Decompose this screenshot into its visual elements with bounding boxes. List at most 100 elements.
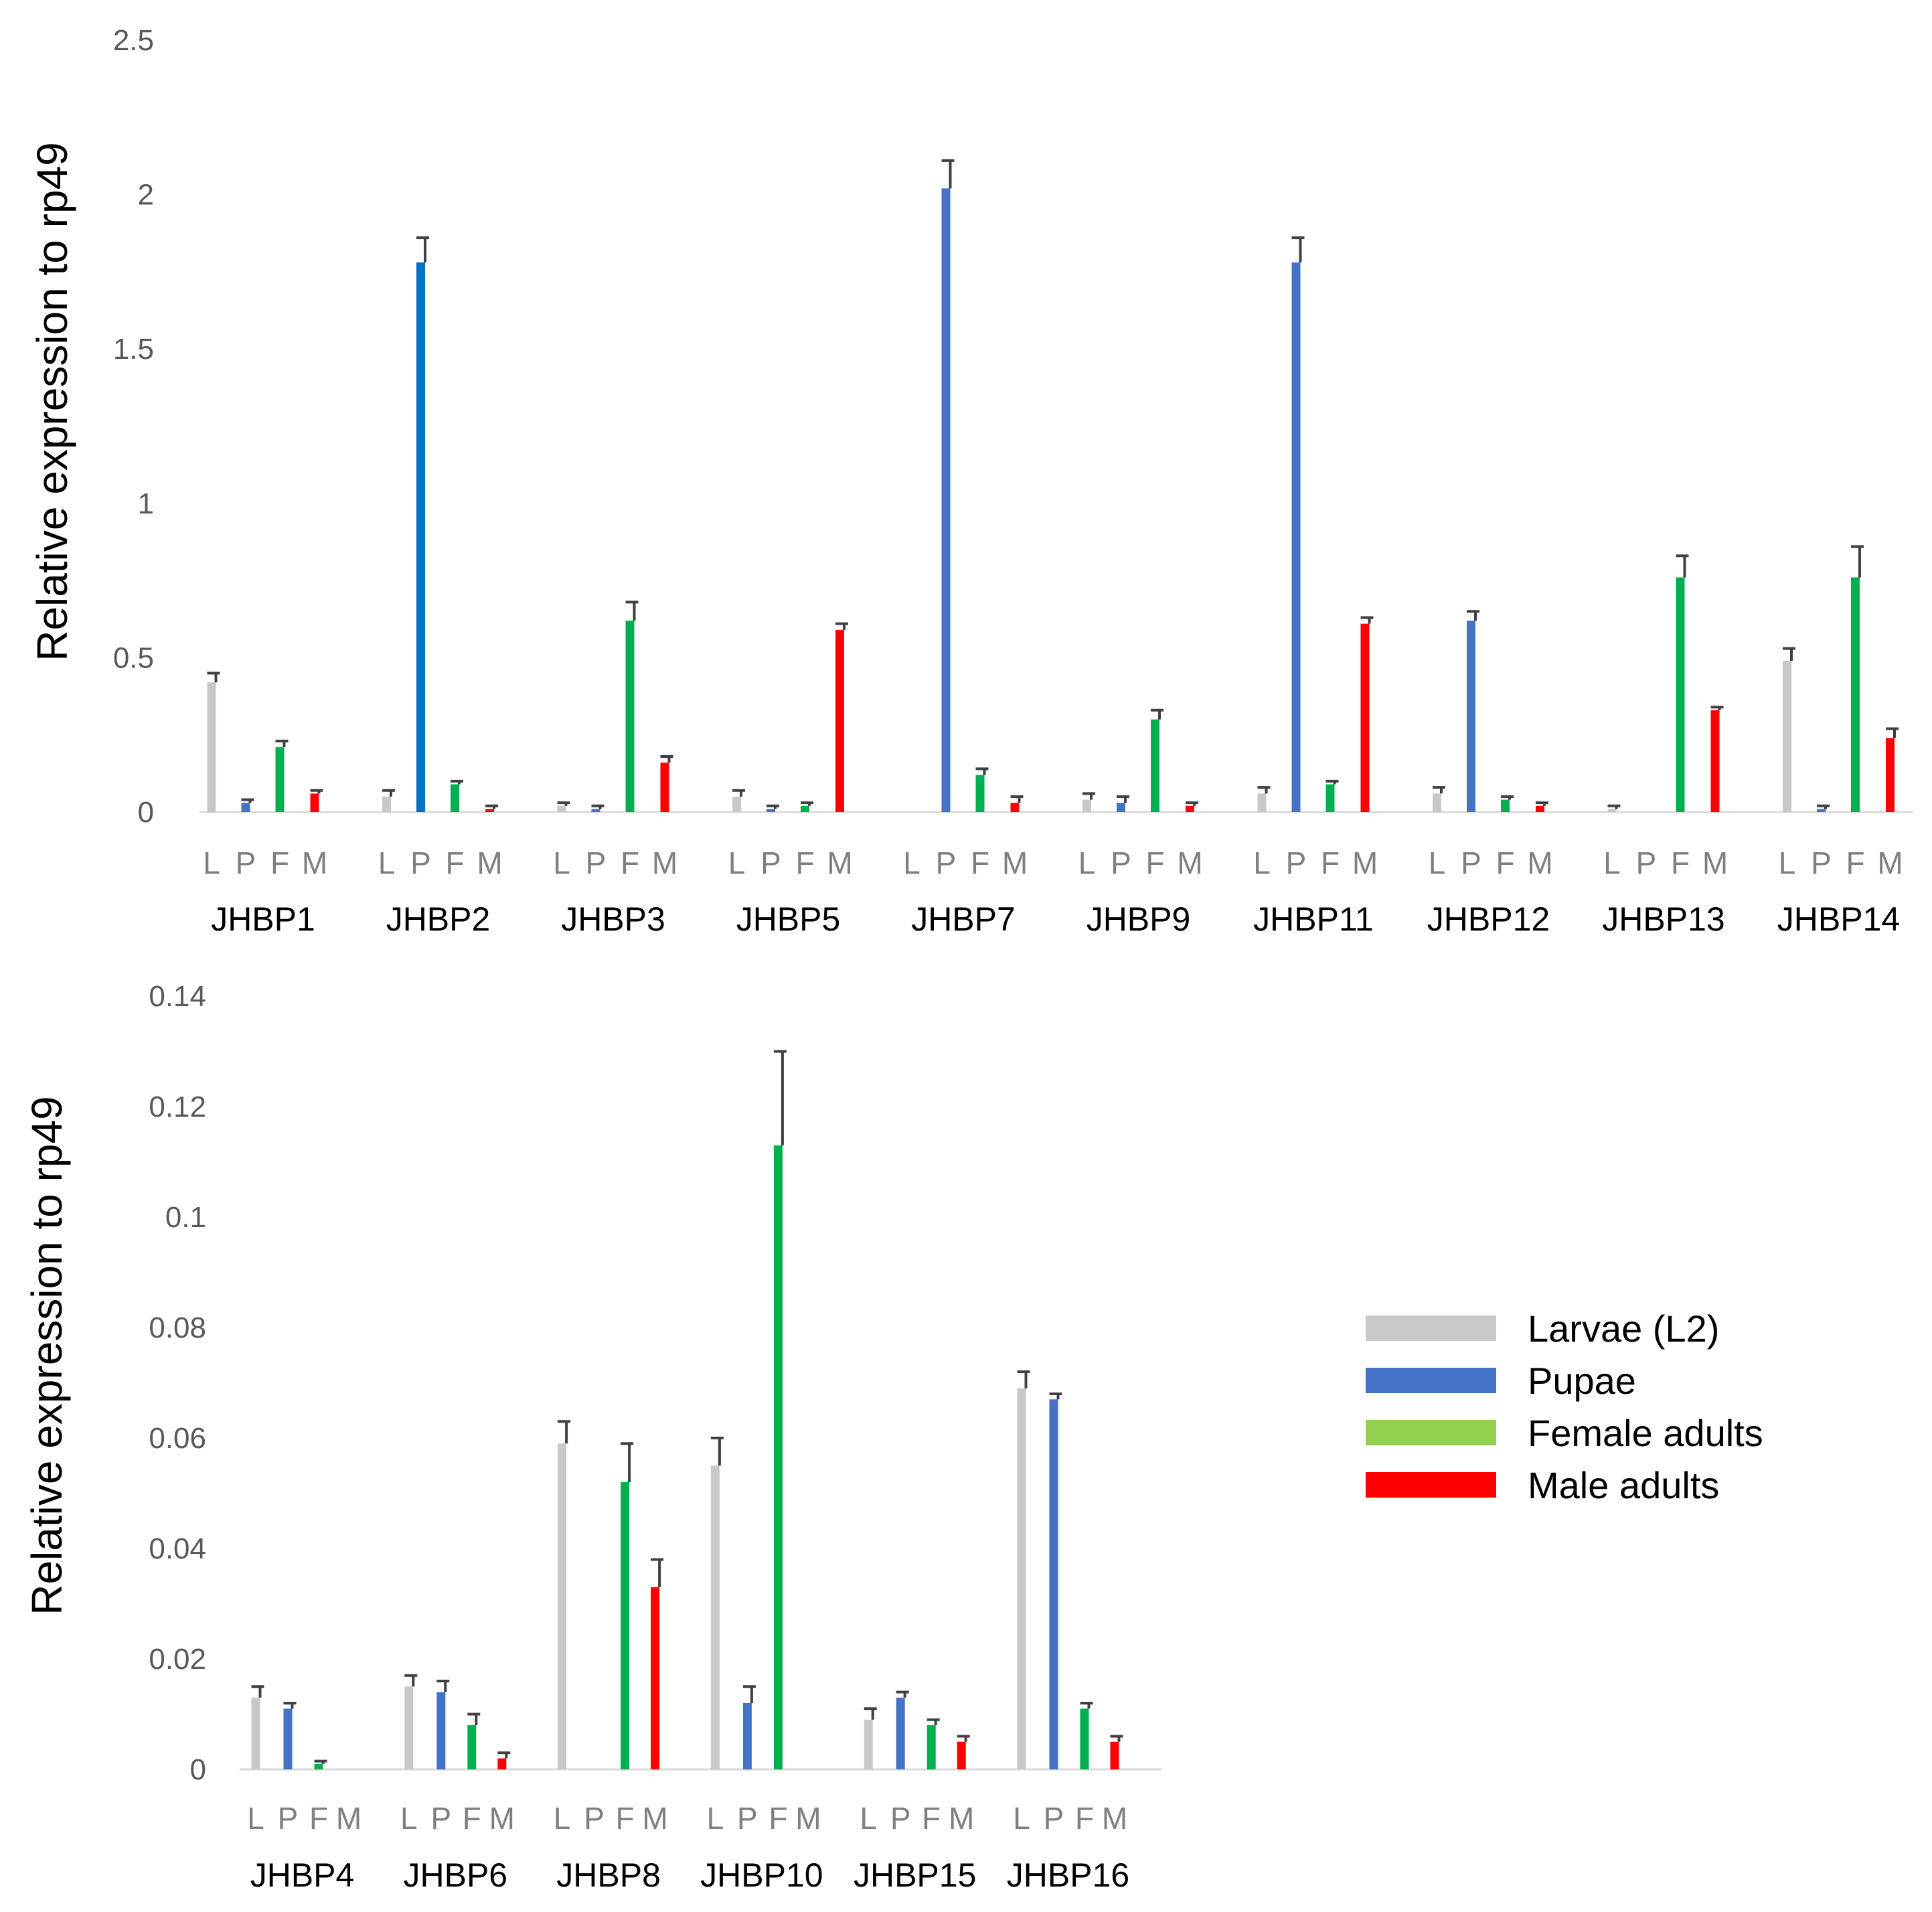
chart-top-bar-female <box>1151 719 1159 812</box>
chart-bottom-sub-label: P <box>1044 1801 1064 1836</box>
chart-top-sub-label: L <box>1253 846 1271 880</box>
chart-top-y-axis-title: Relative expression to rp49 <box>28 142 76 661</box>
chart-top-bar-female <box>1501 799 1510 812</box>
chart-top-sub-label: F <box>1321 846 1340 880</box>
chart-bottom-sub-label: F <box>769 1801 787 1836</box>
chart-bottom-sub-label: P <box>737 1801 758 1836</box>
chart-bottom-y-tick-label: 0.02 <box>149 1643 206 1676</box>
chart-bottom-sub-label: M <box>949 1801 974 1836</box>
chart-top-sub-label: L <box>1603 846 1621 880</box>
chart-top-bar-larvae <box>1783 661 1791 812</box>
chart-top-bar-larvae <box>1257 793 1267 812</box>
chart-top-sub-label: F <box>971 846 989 880</box>
chart-bottom-category-label: JHBP10 <box>700 1856 823 1894</box>
chart-bottom-bar-pupae <box>742 1703 752 1769</box>
chart-bottom-bar-male <box>651 1587 660 1769</box>
chart-top-y-tick-label: 2.5 <box>113 24 154 57</box>
chart-bottom-sub-label: M <box>795 1801 821 1836</box>
chart-top-category-label: JHBP3 <box>561 900 665 938</box>
chart-bottom-bar-female <box>621 1482 630 1769</box>
chart-bottom-y-tick-label: 0.08 <box>149 1311 206 1344</box>
chart-top-category-label: JHBP11 <box>1253 900 1374 938</box>
chart-top-bar-pupae <box>1291 262 1301 813</box>
legend-label-larvae: Larvae (L2) <box>1528 1307 1719 1350</box>
chart-top-sub-label: M <box>1702 846 1728 880</box>
chart-top-sub-label: M <box>827 846 852 880</box>
chart-top-bar-larvae <box>732 796 741 812</box>
chart-top-sub-label: F <box>1671 846 1690 880</box>
chart-top-sub-label: P <box>236 846 256 880</box>
chart-top-bar-pupae <box>416 262 425 813</box>
chart-bottom-bar-female <box>773 1145 783 1769</box>
legend-label-pupae: Pupae <box>1528 1360 1636 1402</box>
chart-bottom-bar-female <box>314 1763 323 1769</box>
chart-top-y-tick-label: 1 <box>138 487 154 520</box>
chart-bottom-sub-label: M <box>1102 1801 1127 1836</box>
chart-top-bar-male <box>485 809 494 812</box>
chart-top-sub-label: L <box>1078 846 1096 880</box>
chart-top-sub-label: L <box>903 846 920 880</box>
chart-top-sub-label: F <box>621 846 639 880</box>
chart-top-bar-larvae <box>1433 793 1441 812</box>
chart-top-sub-label: F <box>795 846 814 880</box>
chart-top-category-label: JHBP7 <box>911 900 1016 938</box>
chart-bottom-sub-label: L <box>707 1801 724 1836</box>
chart-top-sub-label: M <box>1527 846 1552 880</box>
chart-bottom-sub-label: L <box>860 1801 877 1836</box>
chart-top-y-tick-label: 0 <box>138 796 154 829</box>
legend-swatch-female-adults <box>1366 1420 1496 1445</box>
chart-top-sub-label: L <box>553 846 570 880</box>
chart-top-sub-label: F <box>270 846 289 880</box>
chart-bottom-sub-label: L <box>247 1801 264 1836</box>
chart-top-sub-label: P <box>1111 846 1131 880</box>
chart-bottom-bar-larvae <box>710 1465 720 1769</box>
chart-top-sub-label: M <box>1177 846 1202 880</box>
legend-label-male-adults: Male adults <box>1528 1464 1719 1506</box>
chart-top-sub-label: L <box>1779 846 1796 880</box>
chart-top-category-label: JHBP2 <box>386 900 491 938</box>
chart-bottom-sub-label: L <box>1013 1801 1030 1836</box>
chart-top-bar-male <box>1886 738 1895 812</box>
chart-top-bar-larvae <box>557 805 566 812</box>
legend-swatch-male-adults <box>1366 1472 1496 1498</box>
chart-top-bar-female <box>1676 577 1685 812</box>
chart-top-y-tick-label: 1.5 <box>113 333 154 366</box>
chart-top-bar-female <box>1851 577 1860 812</box>
chart-top-sub-label: P <box>1286 846 1307 880</box>
chart-bottom-bar-pupae <box>896 1697 905 1769</box>
chart-bottom-bar-pupae <box>283 1708 293 1769</box>
chart-top-bar-pupae <box>1817 809 1826 812</box>
chart-bottom-sub-label: P <box>278 1801 299 1836</box>
chart-bottom-bar-larvae <box>1017 1388 1026 1769</box>
chart-top-sub-label: F <box>1145 846 1164 880</box>
chart-bottom: Relative expression to rp49 0 0.02 0.04 0.0… <box>23 980 1161 1894</box>
chart-bottom-bar-larvae <box>864 1719 873 1769</box>
chart-bottom-sub-label: M <box>336 1801 361 1836</box>
chart-top-sub-label: P <box>1461 846 1481 880</box>
chart-bottom-y-tick-label: 0.04 <box>149 1532 206 1565</box>
chart-bottom-sub-label: L <box>400 1801 418 1836</box>
chart-top-bar-pupae <box>591 809 600 812</box>
chart-top-sub-label: P <box>1811 846 1832 880</box>
chart-bottom-sub-label: F <box>463 1801 481 1836</box>
chart-bottom-bar-female <box>927 1725 936 1769</box>
legend-label-female-adults: Female adults <box>1528 1412 1763 1454</box>
chart-bottom-y-tick-label: 0.1 <box>165 1201 206 1234</box>
chart-bottom-sub-label: P <box>890 1801 911 1836</box>
chart-bottom-y-tick-label: 0.12 <box>149 1091 206 1123</box>
chart-top-sub-label: F <box>1846 846 1864 880</box>
chart-bottom-sub-label: P <box>430 1801 451 1836</box>
chart-top-category-label: JHBP1 <box>211 900 315 938</box>
chart-bottom-bar-male <box>1110 1741 1119 1769</box>
chart-bottom-sub-label: F <box>616 1801 635 1836</box>
chart-bottom-bar-female <box>467 1725 477 1769</box>
chart-bottom-y-tick-label: 0.06 <box>149 1422 206 1455</box>
chart-top-bar-male <box>1360 623 1370 812</box>
chart-bottom-bar-larvae <box>251 1697 260 1769</box>
chart-bottom-bar-male <box>497 1758 507 1769</box>
chart-top-category-label: JHBP14 <box>1777 900 1900 938</box>
chart-top-bar-male <box>1186 805 1194 812</box>
chart-bottom-sub-label: L <box>554 1801 571 1836</box>
chart-top-bar-male <box>1710 710 1720 812</box>
